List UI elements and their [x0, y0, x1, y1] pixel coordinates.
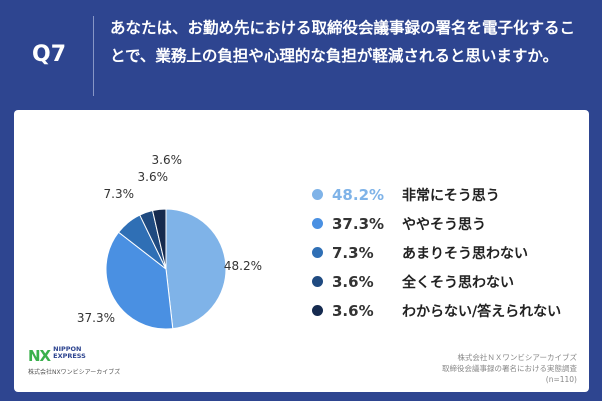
- source-sample: (n=110): [545, 375, 577, 384]
- legend: 48.2% 非常にそう思う 37.3% ややそう思う 7.3% あまりそう思わない 3.6%…: [312, 180, 561, 325]
- legend-swatch-4: [312, 276, 323, 287]
- source-line2: 取締役会議事録の署名における実態調査: [442, 364, 577, 373]
- slice-label-4: 3.6%: [138, 170, 169, 184]
- legend-item-4: 3.6% 全くそう思わない: [312, 267, 561, 296]
- legend-item-3: 7.3% あまりそう思わない: [312, 238, 561, 267]
- legend-value-4: 3.6%: [332, 272, 374, 291]
- logo-company: 株式会社NXワンビシアーカイブズ: [28, 369, 121, 376]
- legend-swatch-3: [312, 247, 323, 258]
- pie-chart: 48.2%37.3%7.3%3.6%3.6%: [77, 153, 262, 330]
- legend-item-2: 37.3% ややそう思う: [312, 209, 561, 238]
- legend-value-3: 7.3%: [332, 243, 374, 262]
- slice-label-2: 37.3%: [77, 311, 115, 325]
- legend-label-3: あまりそう思わない: [402, 245, 528, 262]
- slice-label-3: 7.3%: [104, 187, 135, 201]
- legend-label-1: 非常にそう思う: [402, 187, 500, 204]
- slice-label-1: 48.2%: [224, 259, 262, 273]
- legend-item-5: 3.6% わからない/答えられない: [312, 296, 561, 325]
- legend-swatch-5: [312, 305, 323, 316]
- legend-label-4: 全くそう思わない: [402, 274, 514, 291]
- legend-value-1: 48.2%: [332, 185, 385, 204]
- source-line1: 株式会社ＮＸワンビシアーカイブズ: [457, 353, 577, 362]
- legend-label-5: わからない/答えられない: [402, 303, 562, 320]
- pie-slice-2: [105, 231, 174, 330]
- header: Q7 あなたは、お勤め先における取締役会議事録の署名を電子化することで、業務上の…: [0, 0, 602, 110]
- question-text: あなたは、お勤め先における取締役会議事録の署名を電子化することで、業務上の負担や…: [110, 19, 576, 65]
- legend-value-5: 3.6%: [332, 301, 374, 320]
- header-divider: [93, 16, 94, 96]
- legend-item-1: 48.2% 非常にそう思う: [312, 180, 561, 209]
- slice-label-5: 3.6%: [152, 153, 183, 167]
- logo-name-line2: EXPRESS: [53, 352, 86, 360]
- legend-swatch-1: [312, 189, 323, 200]
- chart-panel: 48.2% 37.3% 7.3% 3.6% 3.6% 48.2% 非常にそう思う 37.3%…: [14, 110, 589, 392]
- company-logo: NX NIPPON EXPRESS 株式会社NXワンビシアーカイブズ: [28, 345, 121, 377]
- legend-value-2: 37.3%: [332, 214, 385, 233]
- source-note: 株式会社ＮＸワンビシアーカイブズ 取締役会議事録の署名における実態調査 (n=1…: [442, 352, 577, 385]
- pie-slice-1: [165, 208, 227, 330]
- logo-name-line1: NIPPON: [53, 345, 82, 353]
- pie-slice-5: [151, 208, 167, 270]
- question-number: Q7: [32, 42, 67, 67]
- logo-mark: NX: [28, 347, 51, 365]
- legend-label-2: ややそう思う: [402, 216, 486, 233]
- legend-swatch-2: [312, 218, 323, 229]
